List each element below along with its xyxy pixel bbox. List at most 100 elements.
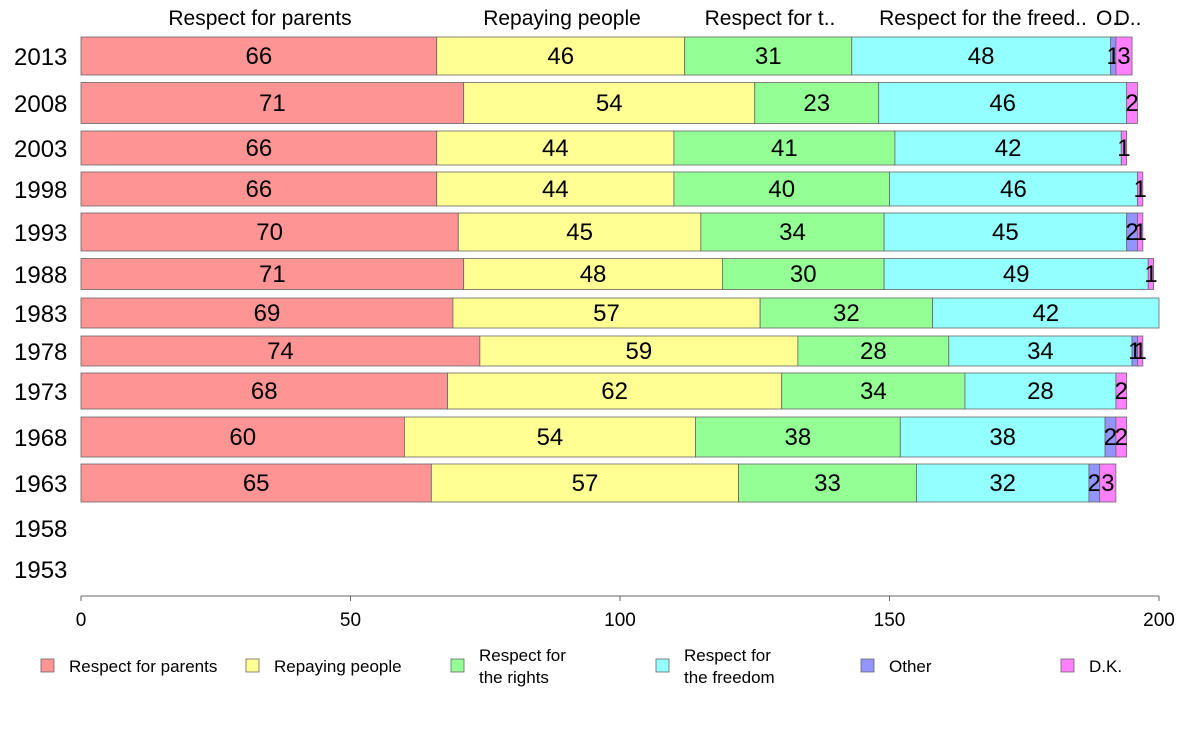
bar-segment xyxy=(1126,82,1138,124)
data-label: 69 xyxy=(254,300,281,327)
data-label: 28 xyxy=(860,338,887,365)
category-label: 1973 xyxy=(14,379,67,406)
bar-segment xyxy=(463,82,756,124)
bar-segment xyxy=(932,297,1160,329)
legend-label-line: D.K. xyxy=(1089,657,1122,676)
data-label: 41 xyxy=(771,135,798,162)
data-label: 40 xyxy=(768,176,795,203)
bar-segment xyxy=(436,130,675,166)
data-label: 42 xyxy=(1032,300,1059,327)
data-label: 1 xyxy=(1133,338,1146,365)
bar-segment xyxy=(80,130,438,166)
data-label: 1 xyxy=(1133,219,1146,246)
category-label: 1958 xyxy=(14,516,67,543)
data-label: 44 xyxy=(542,135,569,162)
bar-segment xyxy=(673,130,896,166)
bar-segment xyxy=(948,335,1133,367)
legend-label: Respect for parents xyxy=(69,657,217,676)
bar-segment xyxy=(1115,36,1133,76)
category-label: 1993 xyxy=(14,220,67,247)
legend-label: Respect for the freedom xyxy=(684,646,775,687)
data-label: 38 xyxy=(785,424,812,451)
bar-segment xyxy=(700,212,885,252)
bar-segment xyxy=(695,416,901,458)
category-label: 1953 xyxy=(14,557,67,584)
data-label: 45 xyxy=(992,219,1019,246)
data-label: 48 xyxy=(580,261,607,288)
bar-segment xyxy=(430,463,739,503)
category-label: 2013 xyxy=(14,44,67,71)
header-label: Respect for t.. xyxy=(705,7,836,30)
data-label: 2 xyxy=(1125,90,1138,117)
bar-segment xyxy=(80,297,454,329)
data-label: 71 xyxy=(259,90,286,117)
category-label: 1963 xyxy=(14,471,67,498)
legend-swatch xyxy=(245,658,260,673)
legend-label-line: the rights xyxy=(479,668,549,687)
category-label: 2008 xyxy=(14,91,67,118)
data-label: 45 xyxy=(566,219,593,246)
legend: Respect for parents Repaying people Respec… xyxy=(40,646,1122,687)
data-label: 34 xyxy=(779,219,806,246)
bar-segment xyxy=(878,82,1128,124)
data-label: 32 xyxy=(833,300,860,327)
data-label: 66 xyxy=(246,43,273,70)
data-label: 57 xyxy=(572,470,599,497)
data-label: 23 xyxy=(803,90,830,117)
data-label: 42 xyxy=(995,135,1022,162)
bar-segment xyxy=(1137,171,1144,207)
bar-segment xyxy=(899,416,1106,458)
data-label: 74 xyxy=(267,338,294,365)
bar-segment xyxy=(447,372,783,410)
x-tick-label: 100 xyxy=(604,610,636,631)
legend-swatch xyxy=(860,658,875,673)
category-label: 1968 xyxy=(14,425,67,452)
bar-segment xyxy=(754,82,880,124)
data-label: 3 xyxy=(1117,43,1130,70)
data-label: 2 xyxy=(1115,424,1128,451)
bar-segment xyxy=(883,258,1149,290)
data-label: 38 xyxy=(989,424,1016,451)
column-headers: Respect for parents Repaying people Respec… xyxy=(168,7,1141,30)
bar-segment xyxy=(1137,212,1144,252)
data-label: 46 xyxy=(1000,176,1027,203)
bar-segment xyxy=(403,416,696,458)
data-label: 2 xyxy=(1125,219,1138,246)
bar-segment xyxy=(463,258,723,290)
data-label: 59 xyxy=(626,338,653,365)
bar-segment xyxy=(80,171,438,207)
data-label: 30 xyxy=(790,261,817,288)
bar-segment xyxy=(889,171,1138,207)
data-label: 66 xyxy=(246,176,273,203)
data-label: 60 xyxy=(229,424,256,451)
category-label: 1998 xyxy=(14,177,67,204)
data-label: 2 xyxy=(1104,424,1117,451)
data-label: 31 xyxy=(755,43,782,70)
bar-segment xyxy=(964,372,1117,410)
data-label: 65 xyxy=(243,470,270,497)
category-label: 1988 xyxy=(14,262,67,289)
data-label: 48 xyxy=(968,43,995,70)
header-label: Respect for parents xyxy=(168,7,351,30)
data-label: 54 xyxy=(596,90,623,117)
data-label: 3 xyxy=(1101,470,1114,497)
bar-segment xyxy=(797,335,950,367)
legend-label-line: Other xyxy=(889,657,932,676)
data-label: 28 xyxy=(1027,378,1054,405)
data-label: 33 xyxy=(814,470,841,497)
bar-segment xyxy=(479,335,799,367)
data-label: 32 xyxy=(989,470,1016,497)
bar-segment xyxy=(1120,130,1128,166)
data-label: 46 xyxy=(989,90,1016,117)
bar-segment xyxy=(80,463,432,503)
bar-segment xyxy=(1115,416,1128,458)
bar-segment xyxy=(80,258,465,290)
category-labels: 2013 2008 2003 1998 1993 1988 1983 1978 1973 1968… xyxy=(14,44,67,584)
x-axis: 0 50 100 150 200 xyxy=(76,595,1175,631)
bar-segment xyxy=(1099,463,1117,503)
data-label: 34 xyxy=(860,378,887,405)
bar-segment xyxy=(80,372,448,410)
legend-swatch xyxy=(40,658,55,673)
data-label: 57 xyxy=(593,300,620,327)
bar-segment xyxy=(894,130,1122,166)
